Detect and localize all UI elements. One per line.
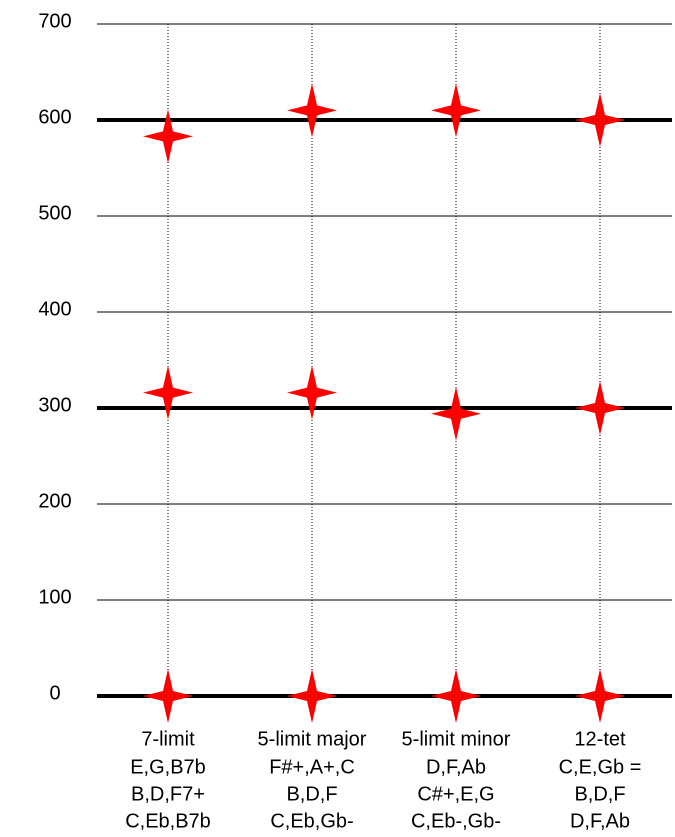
chord-label: C,Eb,Gb- [270, 810, 353, 832]
star-marker [575, 669, 625, 723]
star-marker [431, 386, 481, 441]
y-tick-label: 700 [38, 10, 71, 32]
star-marker [287, 669, 337, 723]
y-tick-label: 500 [38, 202, 71, 224]
star-marker [431, 669, 481, 723]
star-marker [143, 669, 193, 723]
chord-label: C,E,Gb = [559, 756, 642, 778]
chord-label: D,F,Ab [426, 756, 486, 778]
star-marker [143, 109, 193, 164]
y-tick-label: 200 [38, 490, 71, 512]
chord-label: B,D,F [286, 783, 337, 805]
chord-label: D,F,Ab [570, 810, 630, 832]
star-marker [575, 93, 625, 147]
star-marker [575, 381, 625, 435]
chord-label: B,D,F [574, 783, 625, 805]
x-tick-label: 5-limit minor [402, 728, 511, 750]
x-tick-label: 7-limit [141, 728, 195, 750]
star-marker [143, 365, 193, 420]
y-tick-label: 400 [38, 298, 71, 320]
y-tick-label: 300 [38, 394, 71, 416]
chord-label: C#+,E,G [417, 783, 494, 805]
star-marker [431, 83, 481, 138]
chord-label: F#+,A+,C [269, 756, 355, 778]
x-tick-label: 12-tet [574, 728, 626, 750]
x-tick-label: 5-limit major [258, 728, 367, 750]
chord-label: B,D,F7+ [131, 783, 205, 805]
star-marker [287, 365, 337, 420]
chord-label: C,Eb-,Gb- [411, 810, 501, 832]
y-tick-label: 600 [38, 106, 71, 128]
chord-label: C,Eb,B7b [125, 810, 211, 832]
y-tick-label: 100 [38, 586, 71, 608]
star-marker [287, 83, 337, 138]
chord-label: E,G,B7b [130, 756, 206, 778]
y-tick-label: 0 [49, 682, 60, 704]
